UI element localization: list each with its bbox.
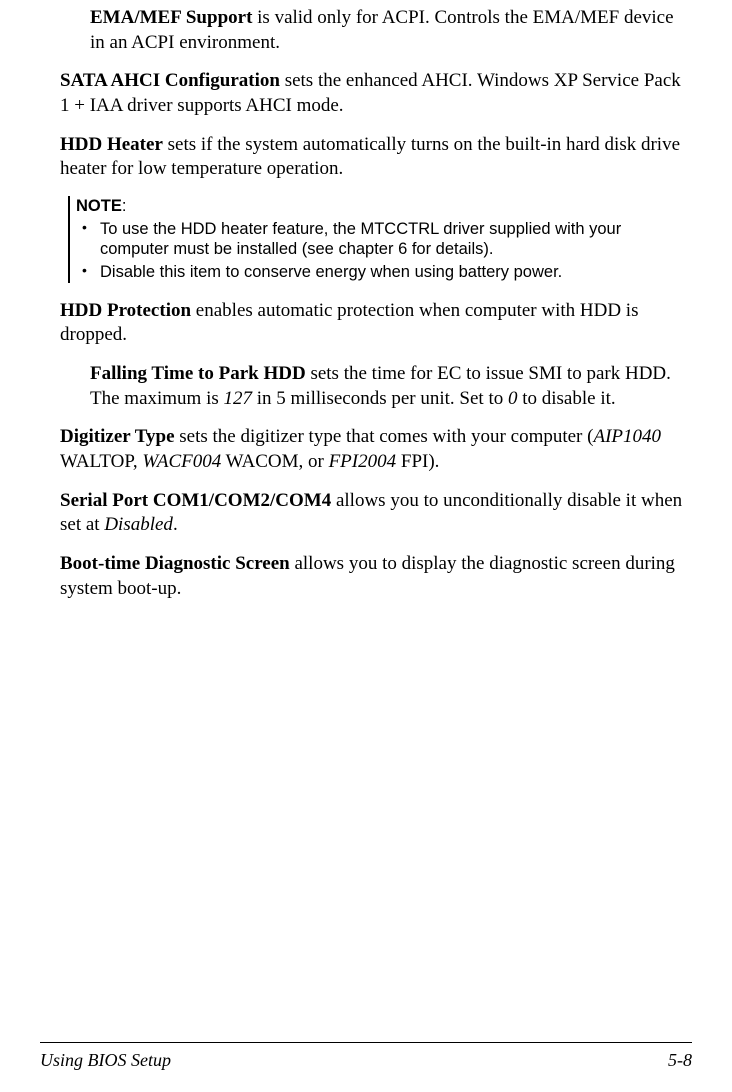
para-sata: SATA AHCI Configuration sets the enhance…: [60, 69, 692, 118]
term-ema: EMA/MEF Support: [90, 7, 252, 28]
note-block: NOTE: To use the HDD heater feature, the…: [68, 196, 692, 283]
text-dig-t1: WALTOP,: [60, 451, 142, 472]
text-dig-m1: AIP1040: [593, 426, 661, 447]
text-serial-v1: Disabled: [104, 514, 173, 535]
text-falling-post: to disable it.: [517, 388, 615, 409]
text-dig-t2: WACOM, or: [221, 451, 328, 472]
para-boot: Boot-time Diagnostic Screen allows you t…: [60, 552, 692, 601]
text-dig-pre: sets the digitizer type that comes with …: [175, 426, 594, 447]
text-serial-post: .: [173, 514, 178, 535]
note-item-1: To use the HDD heater feature, the MTCCT…: [78, 219, 692, 260]
term-falling: Falling Time to Park HDD: [90, 363, 306, 384]
text-falling-v1: 127: [224, 388, 253, 409]
para-falling: Falling Time to Park HDD sets the time f…: [90, 362, 692, 411]
term-serial: Serial Port COM1/COM2/COM4: [60, 490, 331, 511]
para-hddheater: HDD Heater sets if the system automatica…: [60, 133, 692, 182]
text-dig-m2: WACF004: [142, 451, 221, 472]
term-digitizer: Digitizer Type: [60, 426, 175, 447]
term-sata: SATA AHCI Configuration: [60, 70, 280, 91]
para-hddprot: HDD Protection enables automatic protect…: [60, 299, 692, 348]
footer-left: Using BIOS Setup: [40, 1049, 171, 1072]
text-dig-m3: FPI2004: [329, 451, 397, 472]
para-ema: EMA/MEF Support is valid only for ACPI. …: [90, 6, 692, 55]
para-serial: Serial Port COM1/COM2/COM4 allows you to…: [60, 489, 692, 538]
page-footer: Using BIOS Setup 5-8: [40, 1042, 692, 1072]
term-boot: Boot-time Diagnostic Screen: [60, 553, 290, 574]
text-falling-mid: in 5 milliseconds per unit. Set to: [252, 388, 508, 409]
note-label: NOTE:: [76, 197, 126, 215]
para-digitizer: Digitizer Type sets the digitizer type t…: [60, 425, 692, 474]
footer-right: 5-8: [668, 1049, 692, 1072]
note-list: To use the HDD heater feature, the MTCCT…: [76, 219, 692, 283]
text-dig-t3: FPI).: [396, 451, 439, 472]
page-content: EMA/MEF Support is valid only for ACPI. …: [40, 0, 692, 602]
note-item-2: Disable this item to conserve energy whe…: [78, 262, 692, 283]
term-hddheater: HDD Heater: [60, 134, 163, 155]
term-hddprot: HDD Protection: [60, 300, 191, 321]
